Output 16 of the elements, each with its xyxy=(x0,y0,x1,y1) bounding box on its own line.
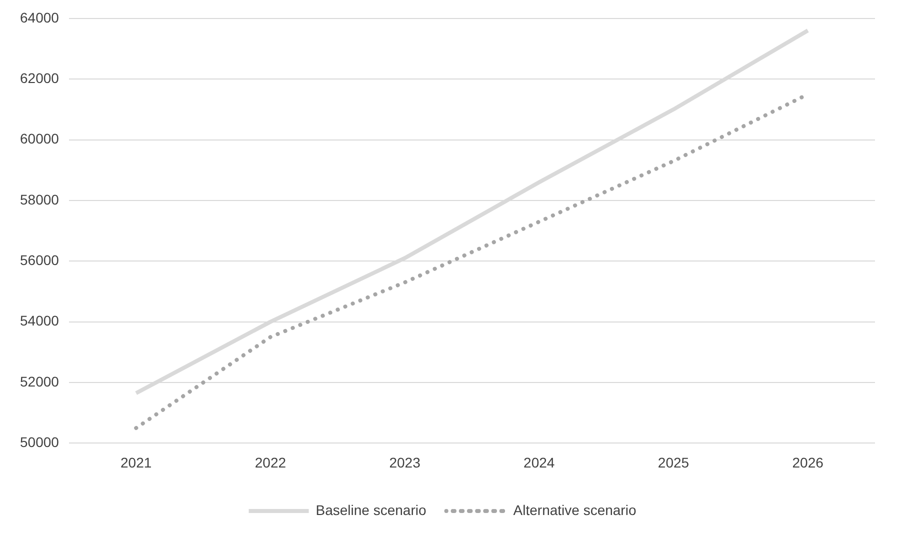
y-tick-label: 54000 xyxy=(20,312,60,329)
y-tick-label: 50000 xyxy=(20,434,60,450)
y-tick-label: 60000 xyxy=(20,130,60,147)
y-tick-label: 62000 xyxy=(20,70,60,86)
y-tick-label: 56000 xyxy=(20,252,60,268)
x-tick-label: 2023 xyxy=(389,454,421,470)
y-tick-label: 52000 xyxy=(20,373,60,390)
x-tick-label: 2026 xyxy=(792,454,824,470)
x-tick-label: 2025 xyxy=(658,454,690,470)
y-tick-label: 64000 xyxy=(20,9,60,26)
x-tick-label: 2021 xyxy=(120,454,152,470)
legend-label: Baseline scenario xyxy=(316,502,426,518)
x-tick-label: 2024 xyxy=(524,454,555,470)
legend-label: Alternative scenario xyxy=(513,502,636,518)
y-tick-label: 58000 xyxy=(20,191,60,208)
x-tick-label: 2022 xyxy=(254,454,286,470)
